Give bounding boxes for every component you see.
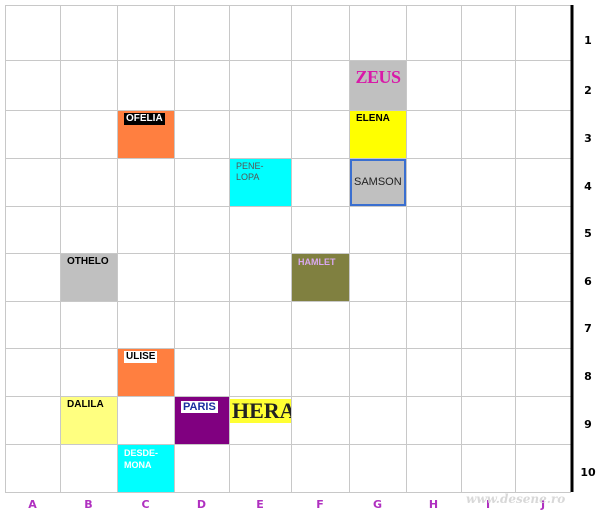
- column-label-i: I: [485, 498, 491, 511]
- row-label-5: 5: [584, 227, 592, 240]
- row-label-4: 4: [584, 180, 592, 193]
- tile-label: ULISE: [124, 351, 158, 363]
- tile-samson[interactable]: SAMSON: [350, 159, 406, 206]
- tile-dalila[interactable]: DALILA: [61, 397, 117, 444]
- tile-label: PARIS: [181, 401, 218, 413]
- tile-zeus[interactable]: ZEUS: [350, 61, 406, 110]
- tile-hamlet[interactable]: HAMLET: [292, 254, 349, 301]
- tile-othelo[interactable]: OTHELO: [61, 254, 117, 301]
- tile-label: DESDE- MONA: [124, 448, 159, 470]
- row-label-1: 1: [584, 34, 592, 47]
- column-label-e: E: [256, 498, 264, 511]
- tile-paris[interactable]: PARIS: [175, 397, 229, 444]
- column-label-f: F: [316, 498, 324, 511]
- column-label-a: A: [28, 498, 37, 511]
- column-label-j: J: [540, 498, 546, 511]
- tile-label: HAMLET: [298, 257, 336, 267]
- row-label-10: 10: [580, 466, 596, 479]
- row-label-3: 3: [584, 132, 592, 145]
- column-label-c: C: [141, 498, 150, 511]
- tile-label: ZEUS: [355, 67, 401, 87]
- tile-elena[interactable]: ELENA: [350, 111, 406, 158]
- tile-label: OFELIA: [124, 113, 165, 125]
- tile-desdemona[interactable]: DESDE- MONA: [118, 445, 174, 492]
- column-label-d: D: [196, 498, 207, 511]
- row-label-9: 9: [584, 418, 592, 431]
- tile-label: SAMSON: [354, 176, 402, 188]
- tile-penelopa[interactable]: PENE- LOPA: [230, 159, 291, 206]
- column-label-h: H: [428, 498, 439, 511]
- row-label-7: 7: [584, 322, 592, 335]
- tile-label: PENE- LOPA: [236, 161, 264, 182]
- column-label-b: B: [84, 498, 93, 511]
- tile-ofelia[interactable]: OFELIA: [118, 111, 174, 158]
- tile-label: HERA: [230, 399, 291, 423]
- tile-label: DALILA: [67, 399, 104, 410]
- row-label-6: 6: [584, 275, 592, 288]
- row-label-8: 8: [584, 370, 592, 383]
- watermark-text: www.desene.ro: [466, 492, 566, 506]
- row-label-2: 2: [584, 84, 592, 97]
- tile-label: OTHELO: [67, 256, 109, 267]
- tile-hera[interactable]: HERA: [230, 397, 291, 444]
- tile-ulise[interactable]: ULISE: [118, 349, 174, 396]
- column-label-g: G: [372, 498, 383, 511]
- tile-label: ELENA: [356, 113, 390, 124]
